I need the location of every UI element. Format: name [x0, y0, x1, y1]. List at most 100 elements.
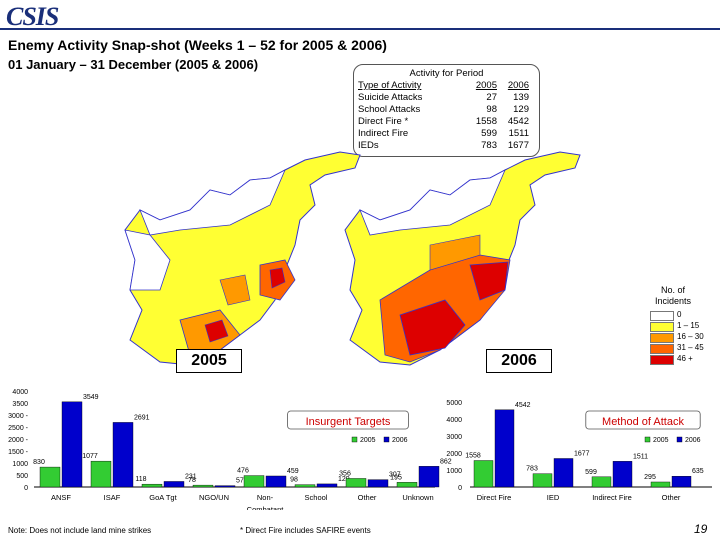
category-label: Direct Fire [477, 493, 512, 502]
value-2006: 1511 [508, 128, 529, 139]
footnote-direct-fire: * Direct Fire includes SAFIRE events [240, 526, 371, 535]
bar-value-label: 599 [585, 469, 597, 476]
y-tick-label: 1000 [446, 468, 462, 475]
bar-value-label: 476 [237, 468, 249, 475]
value-2005: 599 [481, 128, 497, 139]
y-tick-label: 4000 [446, 417, 462, 424]
bar-value-label: 57 [236, 478, 244, 485]
map-2006-central-region [429, 234, 481, 271]
bar-2005 [39, 466, 61, 488]
column-header-2005: 2005 [475, 80, 497, 91]
map-2006-south-hotspot [399, 299, 466, 356]
activity-table: Activity for Period Type of Activity 200… [353, 64, 540, 157]
y-tick-label: 0 [24, 485, 28, 492]
activity-type: Direct Fire * [358, 116, 409, 127]
y-tick-label: 2000 [446, 451, 462, 458]
bar-2005 [141, 483, 163, 488]
bar-2006 [553, 458, 574, 488]
legend-label: 46 + [677, 354, 693, 363]
activity-type: Suicide Attacks [358, 92, 423, 103]
category-label: Combatant [247, 505, 285, 510]
legend-swatch [650, 355, 674, 365]
bar-value-label: 118 [135, 476, 146, 483]
category-label: Unknown [402, 493, 433, 502]
y-tick-label: 3500 [12, 401, 28, 408]
bar-value-label: 129 [338, 476, 350, 483]
y-tick-label: 2500 - [8, 425, 29, 432]
bar-value-label: 98 [290, 477, 298, 484]
map-2005-east-hotspot [269, 267, 286, 289]
bar-value-label: 307 [389, 472, 401, 479]
bar-value-label: 231 [185, 473, 197, 480]
value-2006: 4542 [507, 116, 529, 127]
bar-2005 [591, 476, 612, 488]
column-header-2006: 2006 [507, 80, 529, 91]
table-row: Indirect Fire 599 1511 [358, 128, 535, 140]
map-2006 [344, 151, 581, 366]
bar-value-label: 195 [390, 474, 402, 481]
bar-value-label: 1677 [574, 450, 590, 457]
map-2005-north-region [139, 169, 286, 236]
map-legend: No. of Incidents 0 1 – 15 16 – 30 31 – 4… [644, 281, 714, 373]
map-year-label-2006: 2006 [486, 349, 552, 373]
category-label: Other [662, 493, 681, 502]
bar-2006 [612, 461, 633, 488]
legend-label-2006: 2006 [392, 437, 408, 444]
bar-value-label: 783 [526, 466, 538, 473]
value-2006: 139 [513, 92, 529, 103]
bar-value-label: 1511 [633, 453, 648, 460]
legend-label: 16 – 30 [677, 332, 704, 341]
legend-swatch [650, 311, 674, 321]
bar-2005 [650, 481, 671, 488]
value-2005: 783 [481, 140, 497, 151]
chart-title: Method of Attack [602, 416, 684, 428]
map-2005 [124, 151, 361, 366]
header-rule [0, 28, 720, 30]
map-2005-outline [124, 151, 361, 366]
y-tick-label: 4000 [12, 389, 28, 396]
map-2006-north-region [359, 169, 506, 236]
legend-swatch [650, 333, 674, 343]
activity-table-header-row: Type of Activity 2005 2006 [358, 80, 535, 92]
bar-value-label: 1558 [465, 453, 481, 460]
legend-swatch [650, 322, 674, 332]
bar-2006 [265, 475, 287, 488]
bar-value-label: 635 [692, 468, 704, 475]
table-row: IEDs 783 1677 [358, 140, 535, 152]
bar-2006 [112, 422, 134, 488]
bar-2005 [532, 473, 553, 488]
bar-2006 [214, 485, 236, 488]
bar-value-label: 295 [644, 474, 656, 481]
y-tick-label: 2000 - [8, 437, 29, 444]
bar-value-label: 3549 [83, 394, 99, 401]
bar-value-label: 862 [440, 458, 452, 465]
map-2005-west-region [124, 229, 171, 291]
activity-type: Indirect Fire [358, 128, 409, 139]
bar-value-label: 830 [33, 459, 45, 466]
bar-value-label: 4542 [515, 402, 531, 409]
category-label: NGO/UN [199, 493, 229, 502]
bar-2005 [473, 460, 494, 488]
bar-2006 [61, 401, 83, 488]
category-label: IED [547, 493, 560, 502]
bar-2006 [367, 479, 389, 488]
page-number: 19 [694, 522, 708, 536]
category-label: ANSF [51, 493, 71, 502]
bar-value-label: 78 [188, 477, 196, 484]
table-row: Suicide Attacks 27 139 [358, 92, 535, 104]
table-row: School Attacks 98 129 [358, 104, 535, 116]
chart-title-box [585, 410, 701, 430]
legend-label: 31 – 45 [677, 343, 704, 352]
bar-2005 [90, 460, 112, 488]
bar-2006 [316, 483, 338, 488]
csis-logo: CSIS [6, 2, 59, 31]
bar-2005 [345, 478, 367, 488]
legend-swatch [650, 344, 674, 354]
bar-charts: 0 500 1000 1500 - 2000 - 2500 - 3000 - 3500 4000… [8, 389, 712, 510]
bar-value-label: 356 [339, 470, 351, 477]
category-label: School [305, 493, 328, 502]
footnote-land-mines: Note: Does not include land mine strikes [8, 526, 152, 535]
value-2005: 27 [486, 92, 497, 103]
activity-table-heading: Activity for Period [409, 68, 484, 79]
value-2005: 1558 [475, 116, 497, 127]
